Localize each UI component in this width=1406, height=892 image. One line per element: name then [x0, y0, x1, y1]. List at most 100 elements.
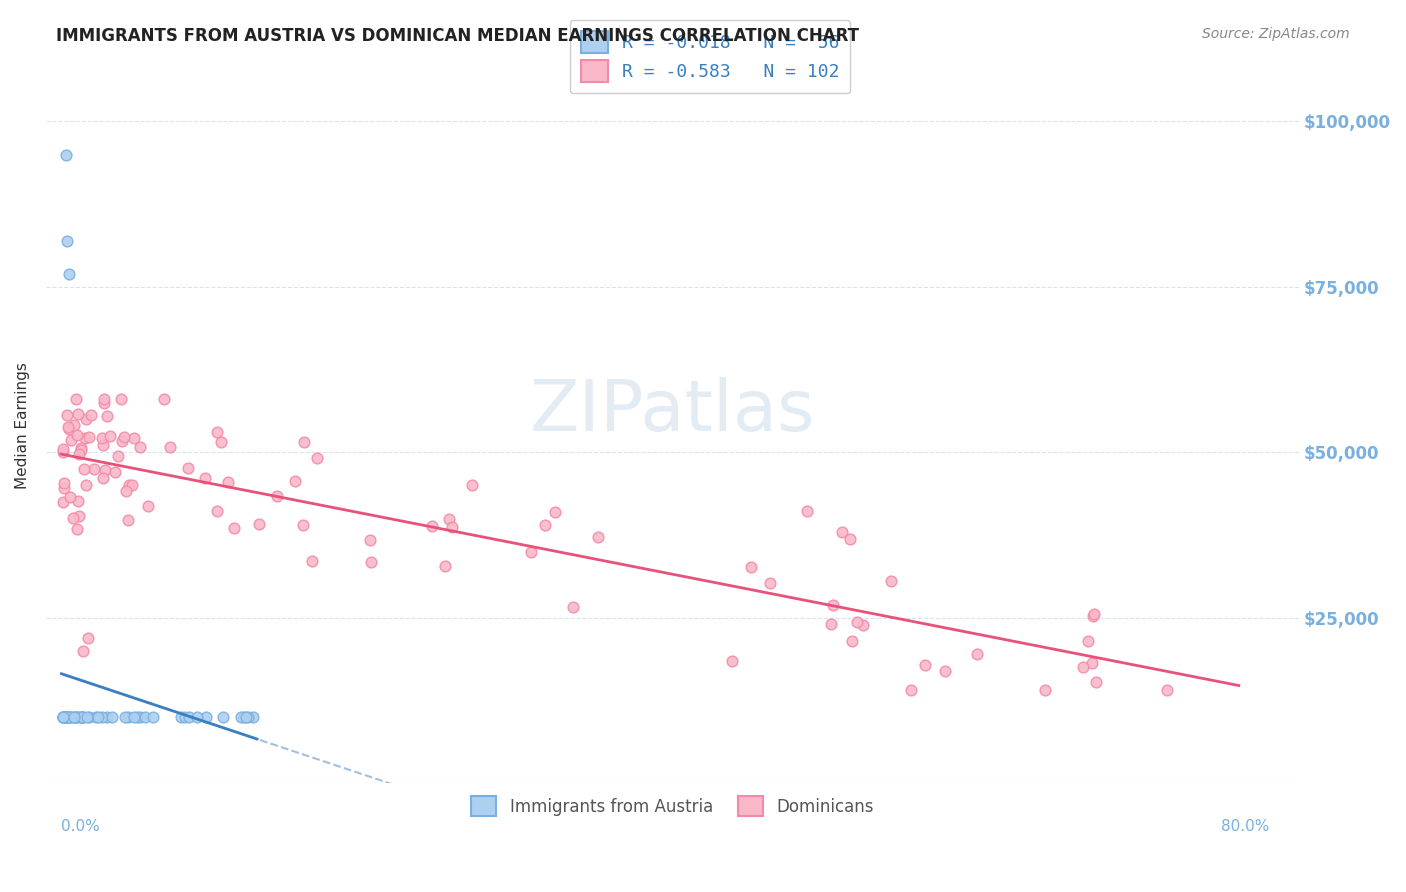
Point	[55, 710, 77, 724]
Point	[1035, 683, 1057, 698]
Point	[66, 428, 89, 442]
Point	[520, 545, 543, 559]
Point	[114, 710, 136, 724]
Point	[52, 710, 75, 724]
Point	[87, 710, 110, 724]
Point	[96, 710, 118, 724]
Point	[77, 631, 100, 645]
Point	[796, 504, 818, 518]
Point	[360, 555, 382, 569]
Point	[66, 493, 89, 508]
Point	[65, 522, 87, 536]
Point	[55, 710, 77, 724]
Point	[117, 710, 139, 724]
Point	[55, 710, 77, 724]
Point	[186, 710, 208, 724]
Point	[129, 710, 152, 724]
Point	[561, 600, 583, 615]
Point	[1071, 660, 1094, 674]
Point	[301, 553, 323, 567]
Point	[90, 431, 112, 445]
Point	[117, 513, 139, 527]
Point	[232, 710, 254, 724]
Point	[98, 429, 121, 443]
Point	[124, 431, 146, 445]
Point	[70, 710, 93, 724]
Point	[52, 495, 75, 509]
Point	[1083, 607, 1105, 621]
Point	[104, 465, 127, 479]
Point	[914, 658, 936, 673]
Point	[53, 710, 76, 724]
Point	[62, 511, 84, 525]
Point	[75, 412, 97, 426]
Point	[207, 504, 229, 518]
Point	[65, 392, 87, 407]
Point	[759, 575, 782, 590]
Point	[107, 450, 129, 464]
Point	[73, 462, 96, 476]
Point	[721, 654, 744, 668]
Point	[586, 530, 609, 544]
Point	[52, 710, 75, 724]
Point	[205, 425, 228, 439]
Point	[231, 710, 253, 724]
Point	[420, 518, 443, 533]
Point	[59, 433, 82, 447]
Point	[67, 447, 90, 461]
Text: 0.0%: 0.0%	[60, 819, 100, 834]
Point	[58, 422, 80, 436]
Point	[440, 519, 463, 533]
Point	[212, 710, 235, 724]
Point	[177, 710, 200, 724]
Point	[55, 147, 77, 161]
Point	[58, 267, 80, 281]
Point	[934, 664, 956, 678]
Point	[159, 440, 181, 454]
Point	[55, 710, 77, 724]
Point	[266, 490, 288, 504]
Point	[52, 445, 75, 459]
Point	[217, 475, 239, 489]
Point	[1084, 675, 1107, 690]
Point	[77, 430, 100, 444]
Point	[359, 533, 381, 547]
Point	[142, 710, 165, 724]
Point	[73, 431, 96, 445]
Point	[195, 710, 218, 724]
Point	[58, 710, 80, 724]
Point	[58, 419, 80, 434]
Point	[740, 559, 762, 574]
Point	[820, 616, 842, 631]
Point	[136, 499, 159, 513]
Point	[66, 710, 89, 724]
Point	[439, 512, 461, 526]
Point	[52, 442, 75, 457]
Point	[1081, 656, 1104, 670]
Point	[461, 478, 484, 492]
Point	[63, 710, 86, 724]
Point	[84, 710, 107, 724]
Point	[83, 462, 105, 476]
Point	[58, 710, 80, 724]
Point	[110, 392, 132, 407]
Point	[94, 462, 117, 476]
Point	[67, 508, 90, 523]
Point	[307, 451, 329, 466]
Point	[222, 521, 245, 535]
Point	[292, 518, 315, 533]
Text: Source: ZipAtlas.com: Source: ZipAtlas.com	[1202, 27, 1350, 41]
Point	[544, 506, 567, 520]
Point	[90, 710, 112, 724]
Point	[152, 392, 174, 407]
Point	[966, 647, 988, 661]
Point	[75, 478, 97, 492]
Point	[1156, 683, 1178, 698]
Point	[831, 524, 853, 539]
Point	[247, 516, 270, 531]
Point	[238, 710, 260, 724]
Point	[173, 710, 195, 724]
Point	[209, 434, 232, 449]
Point	[852, 618, 875, 632]
Point	[242, 710, 264, 724]
